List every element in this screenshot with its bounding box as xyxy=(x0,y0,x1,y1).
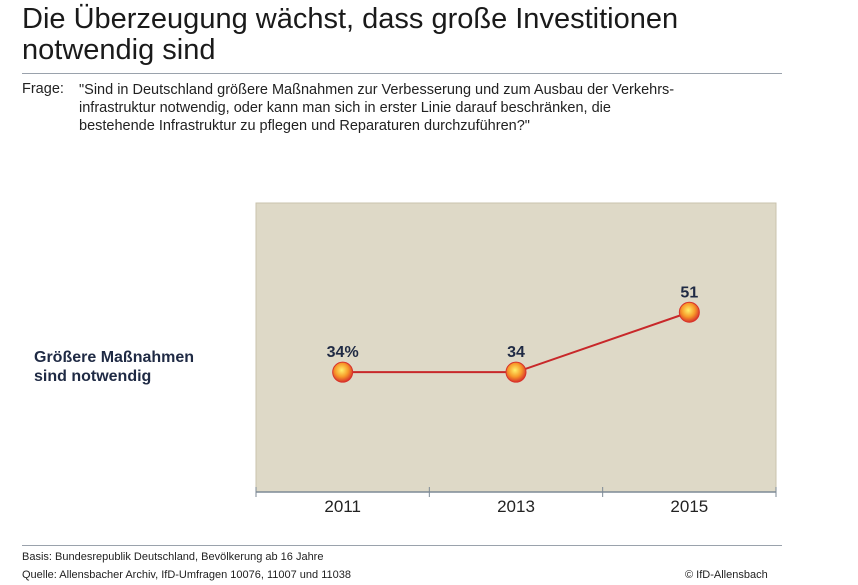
footer-copyright: © IfD-Allensbach xyxy=(685,569,768,581)
title-divider xyxy=(22,73,782,74)
title-line-1: Die Überzeugung wächst, dass große Inves… xyxy=(22,3,679,35)
question-line: infrastruktur notwendig, oder kann man s… xyxy=(79,100,611,116)
data-point xyxy=(678,301,700,323)
title-line-2: notwendig sind xyxy=(22,34,216,66)
series-label-line: sind notwendig xyxy=(34,368,152,385)
series-label: Größere Maßnahmen sind notwendig xyxy=(34,348,194,386)
question-line: "Sind in Deutschland größere Maßnahmen z… xyxy=(79,82,675,98)
question-line: bestehende Infrastruktur zu pflegen und … xyxy=(79,118,530,134)
plot-area xyxy=(255,202,777,493)
footer-basis: Basis: Bundesrepublik Deutschland, Bevöl… xyxy=(22,551,324,563)
data-label: 34% xyxy=(327,344,359,361)
x-tick-label: 2015 xyxy=(670,497,708,516)
footer-source: Quelle: Allensbacher Archiv, IfD-Umfrage… xyxy=(22,569,351,581)
x-tick-label: 2011 xyxy=(324,497,361,516)
question-text: "Sind in Deutschland größere Maßnahmen z… xyxy=(79,81,769,135)
data-point xyxy=(332,361,354,383)
x-tick-label: 2013 xyxy=(497,497,535,516)
series-label-line: Größere Maßnahmen xyxy=(34,349,195,366)
page-title: Die Überzeugung wächst, dass große Inves… xyxy=(22,4,822,66)
question-label: Frage: xyxy=(22,81,64,97)
footer-divider xyxy=(22,545,782,546)
data-label: 34 xyxy=(507,344,525,361)
data-point xyxy=(505,361,527,383)
data-label: 51 xyxy=(680,284,698,301)
